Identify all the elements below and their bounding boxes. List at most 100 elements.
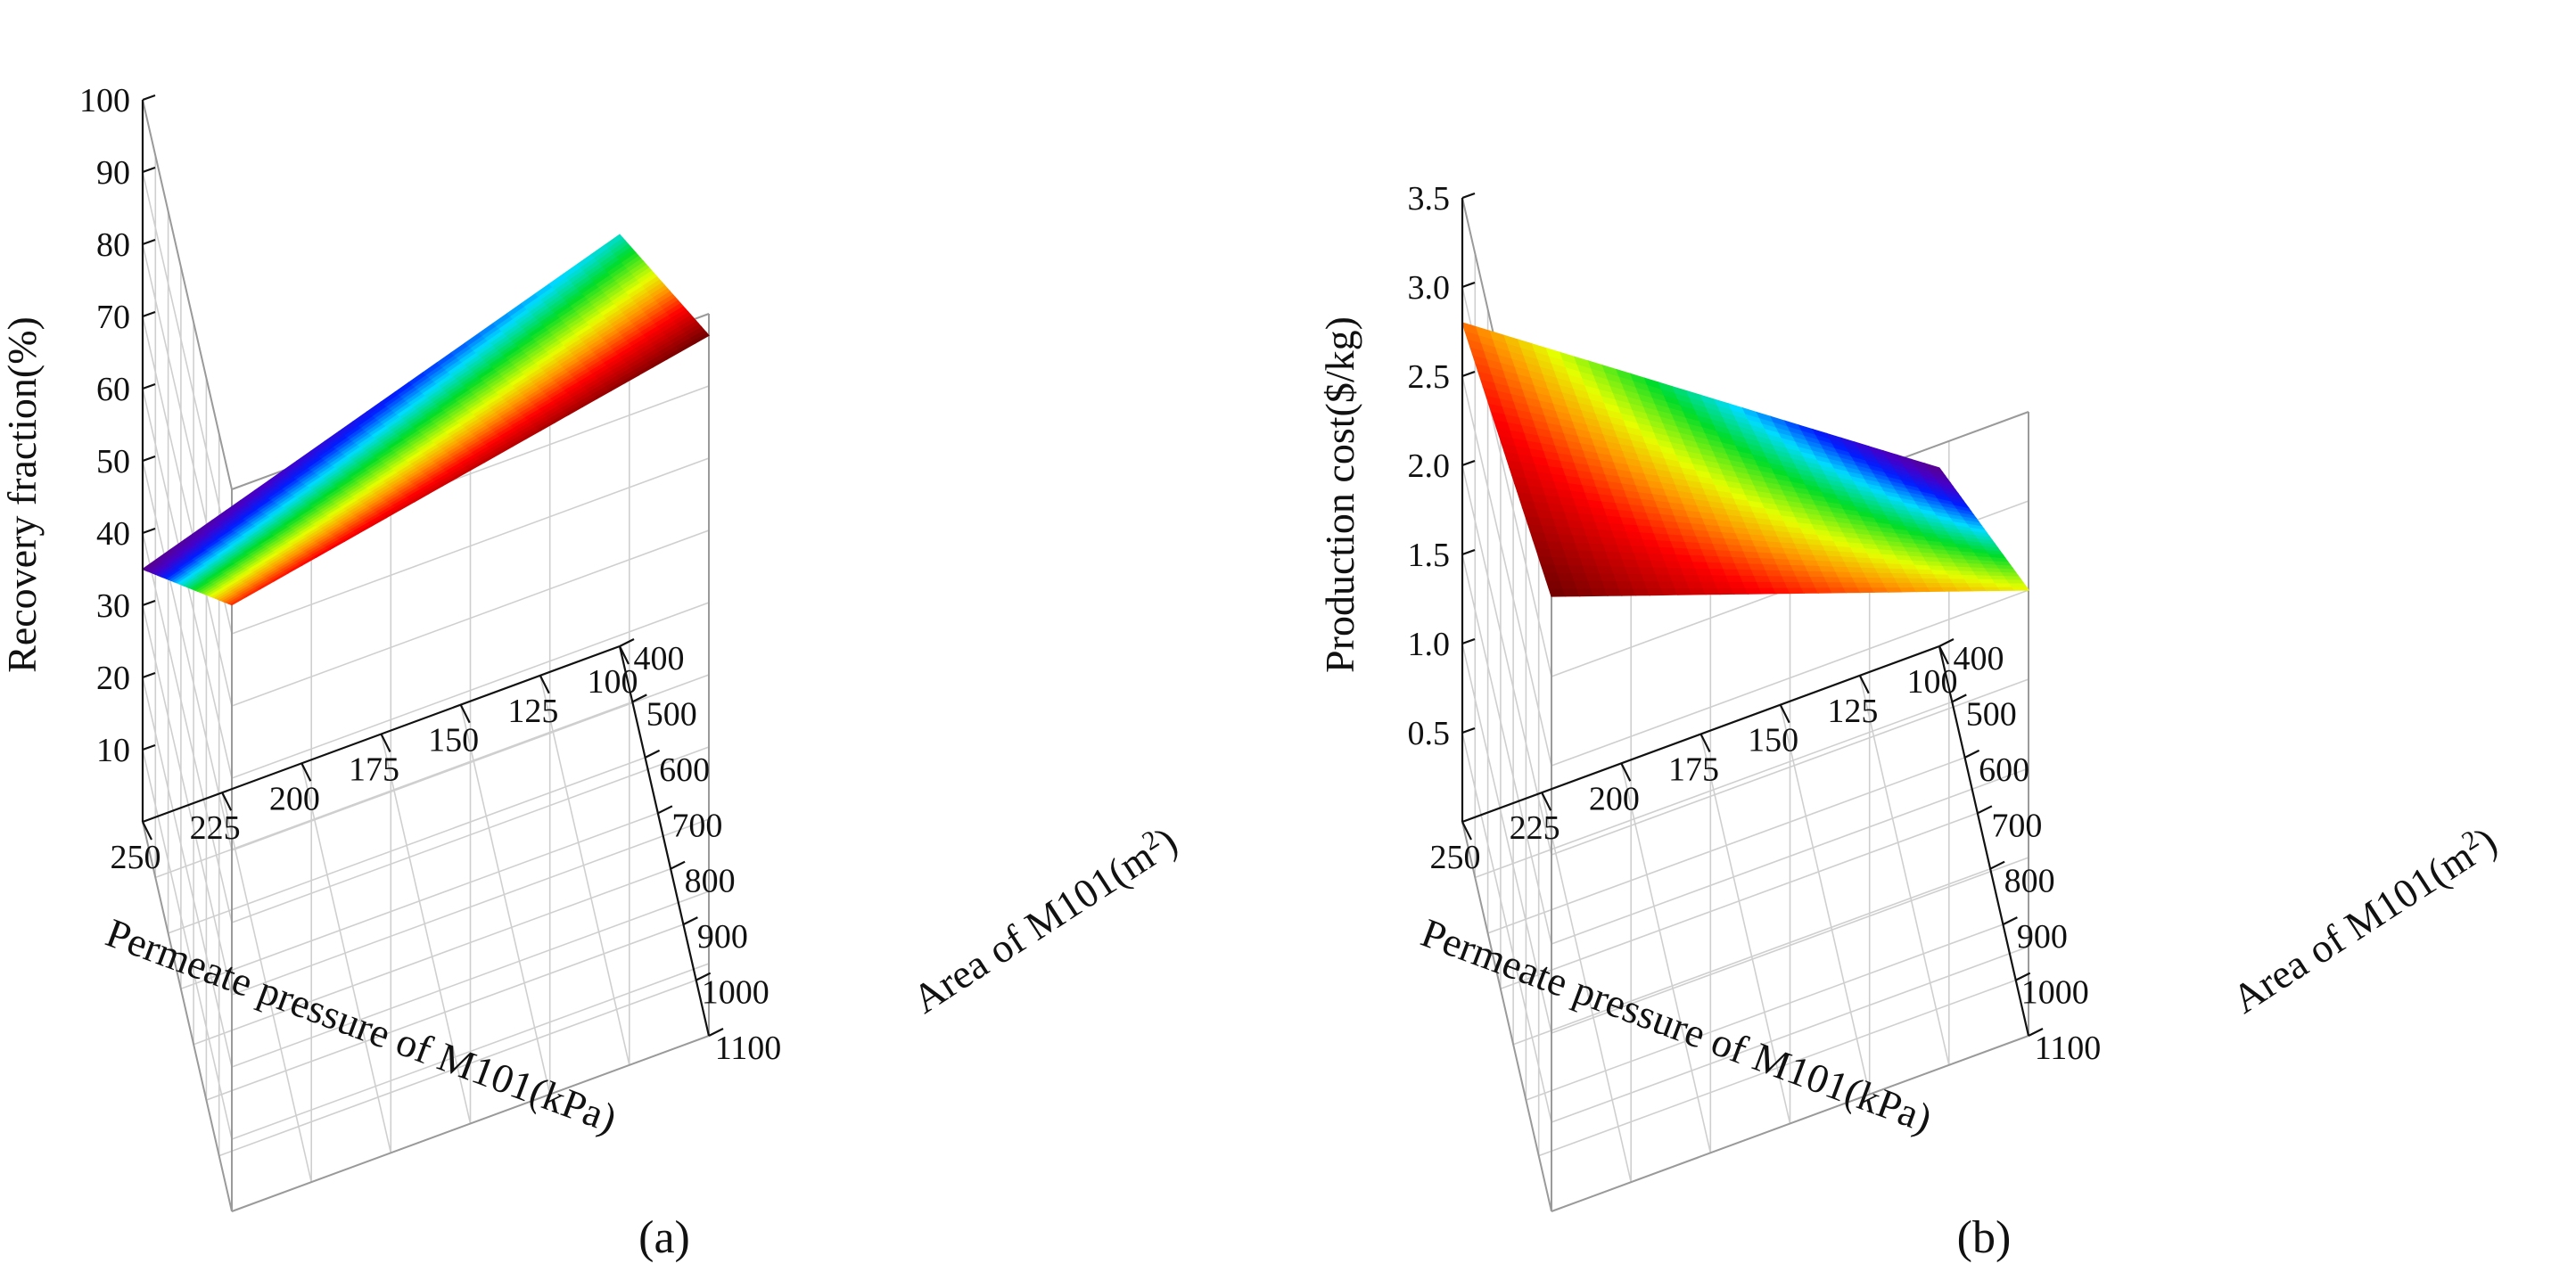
floor-gridline — [1475, 701, 1953, 879]
floor-gridline — [221, 792, 312, 1183]
floor-gridline — [1512, 867, 1991, 1046]
floor-gridline — [1541, 792, 1632, 1183]
surface-patch — [2011, 586, 2030, 591]
x-tick-label: 125 — [1827, 693, 1878, 730]
z-tick — [1461, 548, 1476, 556]
left-wall-gridline — [142, 316, 233, 707]
y-tick-label: 900 — [697, 918, 748, 956]
y-tick-label: 400 — [1954, 640, 2004, 677]
z-tick-label: 20 — [96, 660, 130, 697]
floor-back-left-edge — [1461, 821, 1552, 1212]
y-tick — [695, 972, 712, 981]
right-wall-gridline — [231, 674, 710, 851]
floor-gridline — [1487, 757, 1965, 934]
y-tick — [1977, 805, 1993, 815]
x-tick — [1620, 762, 1632, 782]
floor-gridline — [168, 757, 646, 934]
left-wall-gridline — [142, 532, 233, 923]
left-wall-gridline — [1461, 643, 1552, 1034]
x-tick-label: 200 — [1589, 780, 1640, 817]
y-axis-title: Area of M101(m2) — [2223, 817, 2504, 1022]
z-axis-title: Recovery fraction(%) — [0, 316, 45, 673]
y-tick-label: 700 — [671, 807, 722, 844]
z-tick-label: 60 — [96, 371, 130, 408]
right-wall-gridline — [231, 602, 710, 779]
y-tick — [2015, 972, 2031, 981]
left-wall-gridline — [142, 677, 233, 1068]
tick-labels: 100 125 150 175 200 225 250 400 500 600 700 800 900 1… — [1408, 180, 2102, 1067]
x-tick — [539, 675, 550, 694]
y-tick — [631, 693, 647, 703]
y-tick — [645, 749, 661, 759]
z-tick — [142, 238, 156, 246]
x-tick-label: 125 — [507, 693, 558, 730]
floor-gridline — [155, 701, 633, 879]
z-tick-label: 80 — [96, 226, 130, 264]
x-tick — [142, 821, 152, 841]
tick-labels: 100 125 150 175 200 225 250 400 500 600 700 800 900 1… — [79, 82, 781, 1067]
y-axis-title-text: Area of M101(m — [904, 833, 1162, 1022]
y-axis-line — [618, 645, 711, 1037]
floor-gridline — [1620, 763, 1712, 1153]
x-tick-label: 100 — [588, 663, 638, 701]
y-tick-label: 1100 — [2035, 1030, 2102, 1067]
right-wall-gridline — [1551, 678, 2029, 856]
x-tick — [380, 734, 391, 752]
floor-gridline — [380, 734, 472, 1124]
x-tick — [221, 792, 233, 811]
z-tick-label: 30 — [96, 587, 130, 625]
z-tick — [142, 166, 156, 174]
z-tick — [1461, 726, 1476, 734]
y-tick — [2002, 916, 2018, 926]
x-tick-label: 225 — [1510, 809, 1560, 847]
z-tick-label: 2.5 — [1408, 358, 1451, 396]
x-tick-label: 250 — [111, 839, 161, 876]
left-wall-gridline — [1461, 464, 1552, 856]
surface-patch — [1923, 463, 1944, 473]
surface-patch — [605, 234, 623, 249]
x-axis-title: Permeate pressure of M101(kPa) — [100, 909, 622, 1141]
x-tick — [1938, 645, 1949, 665]
x-tick — [1461, 821, 1472, 841]
chart-panel-a: 100 125 150 175 200 225 250 400 500 600 700 800 900 1… — [0, 82, 1185, 1263]
z-tick-label: 1.5 — [1408, 537, 1451, 574]
floor-gridline — [459, 704, 551, 1095]
right-wall-gridline — [1551, 767, 2029, 945]
floor-gridline — [1500, 812, 1979, 990]
x-tick-label: 200 — [269, 780, 320, 817]
z-tick-label: 90 — [96, 154, 130, 192]
y-tick — [1938, 638, 1955, 647]
panel-label: (b) — [1957, 1212, 2012, 1263]
z-tick-label: 1.0 — [1408, 626, 1451, 663]
x-tick — [459, 704, 471, 724]
surface — [141, 234, 710, 606]
z-tick-label: 3.5 — [1408, 180, 1451, 217]
floor-gridline — [218, 979, 696, 1157]
right-wall-gridline — [231, 818, 710, 996]
floor-gridline — [180, 812, 659, 990]
y-tick-label: 1000 — [702, 974, 770, 1012]
y-tick-label: 900 — [2017, 918, 2068, 956]
x-tick-label: 100 — [1907, 663, 1958, 701]
z-tick — [1461, 192, 1476, 200]
x-tick — [1541, 792, 1552, 811]
y-tick-label: 500 — [646, 695, 697, 733]
y-tick — [2028, 1028, 2044, 1037]
right-wall-gridline — [1551, 857, 2029, 1034]
x-tick — [1858, 675, 1870, 694]
z-tick — [1461, 281, 1476, 289]
z-tick — [1461, 370, 1476, 378]
floor-gridline — [1859, 675, 1950, 1065]
z-tick-label: 40 — [96, 515, 130, 553]
x-tick — [619, 645, 630, 665]
y-tick — [1989, 860, 2005, 870]
x-tick-label: 150 — [1748, 722, 1798, 759]
chart-panel-b: 100 125 150 175 200 225 250 400 500 600 700 800 900 1… — [1317, 180, 2505, 1263]
y-axis-line — [1938, 645, 2030, 1037]
left-wall-top-edge — [142, 99, 233, 490]
z-tick — [142, 382, 156, 390]
surface — [1461, 322, 2030, 597]
floor-gridline — [1779, 704, 1871, 1095]
y-axis-title: Area of M101(m2) — [903, 817, 1184, 1022]
